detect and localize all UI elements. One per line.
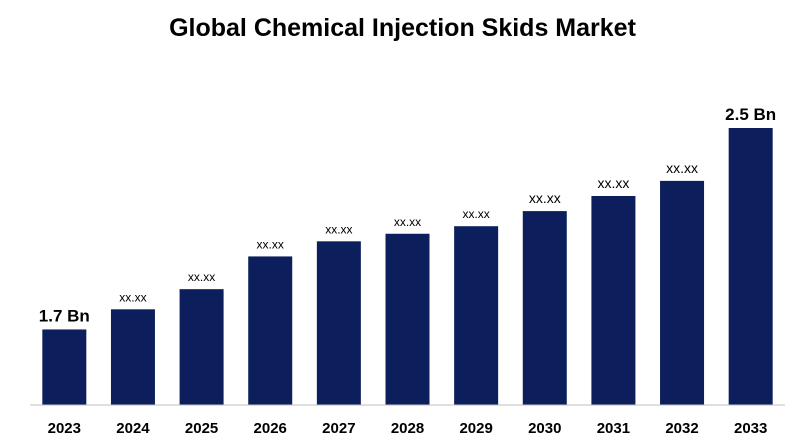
data-label-2032: xx.xx bbox=[666, 160, 698, 176]
bar-2027 bbox=[316, 241, 361, 405]
data-label-2031: xx.xx bbox=[597, 175, 629, 191]
bar-2025 bbox=[179, 289, 224, 405]
x-tick-2025: 2025 bbox=[185, 420, 218, 437]
data-labels: 1.7 Bn xx.xx xx.xx xx.xx xx.xx xx.xx xx.xx xx.x… bbox=[39, 105, 776, 325]
bar-series bbox=[42, 128, 773, 405]
x-tick-2027: 2027 bbox=[322, 420, 355, 437]
data-label-2030: xx.xx bbox=[529, 190, 561, 206]
x-tick-2023: 2023 bbox=[48, 420, 81, 437]
x-tick-2028: 2028 bbox=[391, 420, 424, 437]
data-label-2033: 2.5 Bn bbox=[725, 105, 776, 124]
bar-2029 bbox=[454, 226, 499, 405]
data-label-2029: xx.xx bbox=[462, 207, 489, 221]
data-label-2024: xx.xx bbox=[119, 290, 146, 304]
bar-2023 bbox=[42, 329, 87, 405]
x-tick-2032: 2032 bbox=[665, 420, 698, 437]
data-label-2027: xx.xx bbox=[325, 222, 352, 236]
x-tick-2029: 2029 bbox=[459, 420, 492, 437]
data-label-2023: 1.7 Bn bbox=[39, 306, 90, 325]
x-tick-2026: 2026 bbox=[254, 420, 287, 437]
bar-2024 bbox=[110, 309, 155, 405]
bar-2032 bbox=[660, 180, 705, 405]
x-tick-labels: 2023 2024 2025 2026 2027 2028 2029 2030 2031 2032… bbox=[48, 420, 768, 437]
bar-2030 bbox=[522, 211, 567, 405]
bar-2026 bbox=[248, 256, 293, 405]
bar-2031 bbox=[591, 195, 636, 405]
chart-title: Global Chemical Injection Skids Market bbox=[169, 14, 636, 42]
bar-2028 bbox=[385, 233, 430, 405]
data-label-2026: xx.xx bbox=[257, 237, 284, 251]
data-label-2025: xx.xx bbox=[188, 270, 215, 284]
x-tick-2030: 2030 bbox=[528, 420, 561, 437]
x-tick-2033: 2033 bbox=[734, 420, 767, 437]
bar-2033 bbox=[728, 128, 773, 405]
x-tick-2031: 2031 bbox=[597, 420, 630, 437]
data-label-2028: xx.xx bbox=[394, 215, 421, 229]
x-tick-2024: 2024 bbox=[116, 420, 150, 437]
